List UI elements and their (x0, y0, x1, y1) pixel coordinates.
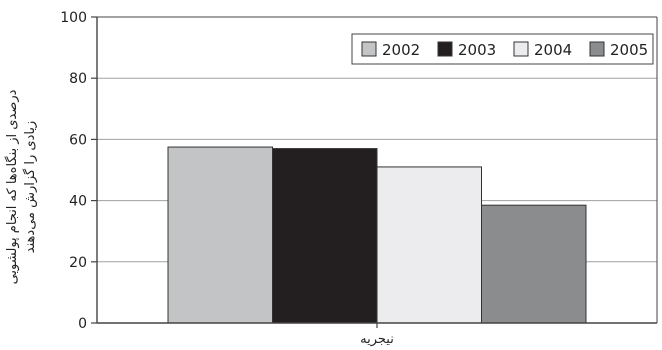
legend-label-2002: 2002 (382, 41, 420, 59)
bar-2002 (167, 146, 273, 324)
legend-label-2003: 2003 (458, 41, 496, 59)
y-tick-label: 80 (69, 71, 87, 87)
bars (167, 146, 587, 324)
y-axis-label: درصدی از بنگاه‌ها که انجام پولشویی زیادی… (4, 89, 38, 284)
legend-swatch-2003 (437, 41, 453, 57)
legend-label-2005: 2005 (610, 41, 648, 59)
y-axis-label-line-1: درصدی از بنگاه‌ها که انجام پولشویی (4, 89, 20, 284)
y-tick-label: 100 (60, 10, 87, 26)
legend-label-2004: 2004 (534, 41, 572, 59)
axes (96, 16, 658, 324)
y-tick-label: 20 (69, 255, 87, 271)
y-tick-label: 0 (78, 316, 87, 332)
y-axis-label-line-2: زیادی را گزارش می‌دهند (22, 121, 38, 253)
y-axis-ticks: 0 20 40 60 80 100 (60, 10, 378, 332)
bar-2003 (272, 148, 378, 324)
y-tick-label: 40 (69, 194, 87, 210)
x-category-label: نیجریه (360, 332, 394, 347)
bar-2005 (481, 204, 587, 324)
y-tick-label: 60 (69, 132, 87, 148)
legend-swatch-2005 (589, 41, 605, 57)
legend-swatch-2004 (513, 41, 529, 57)
legend-swatch-2002 (361, 41, 377, 57)
bar-2004 (376, 166, 482, 324)
legend: 2002 2003 2004 2005 (351, 33, 654, 65)
